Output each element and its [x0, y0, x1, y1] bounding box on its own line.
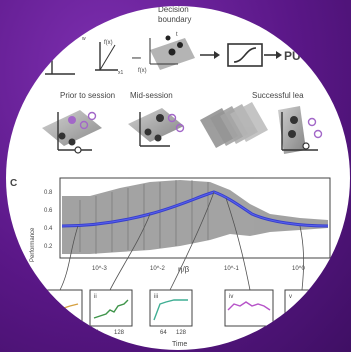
inset-4: iv	[224, 289, 274, 327]
svg-text:iii: iii	[154, 294, 158, 300]
stage-diagram-success	[278, 106, 323, 154]
svg-text:v: v	[289, 294, 292, 300]
ytick-3: 0.2	[44, 244, 53, 250]
stage-diagram-mid	[128, 108, 185, 147]
inset-5: v	[284, 289, 326, 327]
ytick-0: 0.8	[44, 190, 53, 196]
svg-text:ii: ii	[94, 294, 97, 300]
boundary-label: boundary	[158, 15, 191, 24]
panel-c-ylabel: Performance	[30, 227, 36, 262]
stage-diagram-sheets	[200, 102, 268, 148]
xlabel: η/β	[178, 265, 190, 274]
fx2-label: f(x)	[138, 68, 147, 74]
panel-c-plot: C Performance 0.8 0.6 0.4 0.2 10^-3 10^-…	[10, 177, 331, 291]
svg-text:iv: iv	[229, 294, 233, 300]
minus-sign: –	[132, 49, 141, 66]
svg-text:128: 128	[176, 330, 187, 336]
svg-text:128: 128	[114, 330, 125, 336]
pu-label: PU	[284, 49, 301, 63]
stage-label-prior: Prior to session	[60, 91, 115, 100]
panel-c-label: C	[10, 178, 17, 189]
xtick-0: 10^-3	[92, 266, 107, 272]
inset-1	[39, 289, 83, 327]
xtick-3: 10^0	[292, 266, 305, 272]
xtick-2: 10^-1	[224, 266, 239, 272]
stage-label-success: Successful lea	[252, 91, 304, 100]
time-label: Time	[172, 341, 187, 348]
ytick-2: 0.4	[44, 226, 53, 232]
w-label: w	[82, 36, 86, 42]
fx-label: f(x)	[104, 40, 113, 46]
inset-3: iii 64 128	[149, 289, 193, 336]
svg-text:64: 64	[160, 330, 167, 336]
stage-label-mid: Mid-session	[130, 91, 173, 100]
t-label: t	[176, 32, 178, 38]
decision-label: Decision	[158, 5, 189, 14]
xtick-1: 10^-2	[150, 266, 165, 272]
stage-diagram-prior	[42, 110, 102, 154]
ytick-1: 0.6	[44, 208, 53, 214]
svg-text:64: 64	[92, 330, 99, 336]
x1-label: x1	[118, 70, 124, 76]
